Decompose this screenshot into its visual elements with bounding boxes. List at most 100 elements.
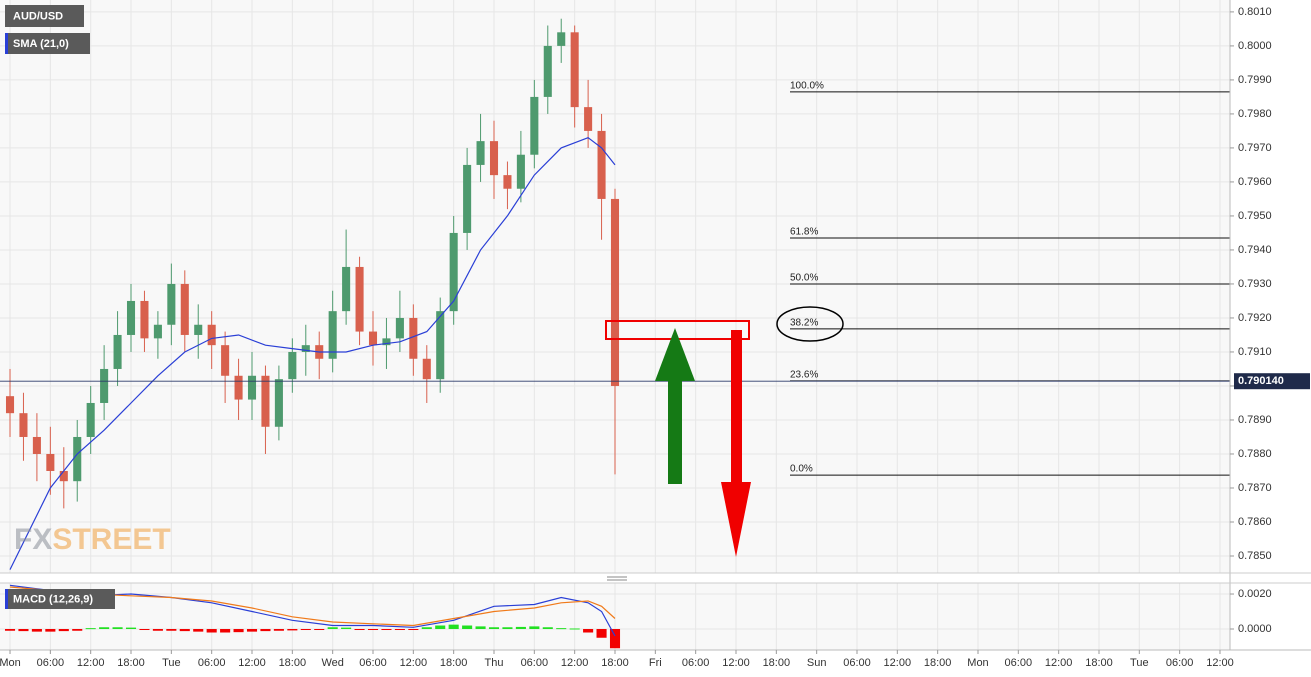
histogram-bar bbox=[381, 629, 392, 631]
histogram-bar bbox=[569, 628, 580, 630]
x-tick-label: 18:00 bbox=[440, 657, 468, 669]
candle-body bbox=[113, 334, 122, 369]
histogram-bar bbox=[4, 629, 16, 631]
candle-body bbox=[476, 141, 485, 165]
histogram-bar bbox=[421, 627, 432, 630]
y-tick-label: 0.8010 bbox=[1238, 6, 1272, 18]
candle-body bbox=[301, 345, 310, 352]
histogram-bar bbox=[152, 629, 163, 631]
histogram-bar bbox=[341, 627, 352, 630]
y-tick-label: 0.7950 bbox=[1238, 210, 1272, 222]
candle-body bbox=[436, 311, 445, 380]
candle-body bbox=[570, 32, 579, 108]
y-tick-label: 0.8000 bbox=[1238, 40, 1272, 52]
x-tick-label: 12:00 bbox=[884, 657, 912, 669]
histogram-bar bbox=[99, 627, 110, 630]
y-tick-label: 0.0020 bbox=[1238, 588, 1272, 600]
histogram-bar bbox=[206, 629, 217, 633]
histogram-bar bbox=[220, 629, 231, 633]
x-tick-label: 12:00 bbox=[561, 657, 589, 669]
histogram-bar bbox=[112, 627, 123, 630]
x-tick-label: 06:00 bbox=[1005, 657, 1033, 669]
legend-box[interactable] bbox=[5, 5, 84, 27]
candle-body bbox=[274, 379, 283, 427]
x-tick-label: Sun bbox=[807, 657, 827, 669]
legend-box[interactable] bbox=[5, 589, 115, 609]
candle-body bbox=[73, 436, 82, 482]
histogram-bar bbox=[542, 627, 553, 630]
x-tick-label: 12:00 bbox=[1206, 657, 1234, 669]
histogram-bar bbox=[448, 624, 459, 630]
x-tick-label: 06:00 bbox=[682, 657, 710, 669]
x-tick-label: Mon bbox=[967, 657, 988, 669]
histogram-bar bbox=[475, 626, 486, 630]
histogram-bar bbox=[556, 628, 567, 630]
candle-body bbox=[86, 402, 95, 437]
legend-swatch bbox=[5, 33, 8, 54]
candle-body bbox=[382, 338, 391, 346]
candle-body bbox=[368, 331, 378, 346]
histogram-bar bbox=[502, 627, 513, 630]
y-tick-label: 0.7880 bbox=[1238, 448, 1272, 460]
watermark-street: STREET bbox=[52, 523, 170, 556]
macd-line bbox=[9, 586, 616, 627]
candle-body bbox=[449, 232, 458, 312]
y-tick-label: 0.7870 bbox=[1238, 482, 1272, 494]
candle-body bbox=[261, 375, 270, 427]
histogram-bar bbox=[327, 627, 338, 630]
histogram-bar bbox=[314, 629, 325, 631]
candle-body bbox=[59, 470, 68, 482]
candle-body bbox=[140, 300, 149, 339]
histogram-bar bbox=[260, 629, 271, 632]
current-price-label: 0.790140 bbox=[1238, 375, 1284, 387]
fib-label: 100.0% bbox=[790, 80, 824, 91]
fib-label: 23.6% bbox=[790, 370, 818, 381]
histogram-bar bbox=[139, 629, 150, 631]
histogram-bar bbox=[166, 629, 177, 631]
candle-body bbox=[194, 324, 203, 335]
x-tick-label: 18:00 bbox=[117, 657, 145, 669]
candle-body bbox=[557, 32, 566, 46]
candle-body bbox=[221, 345, 230, 376]
candle-body bbox=[422, 358, 431, 380]
legend-macd: MACD (12,26,9) bbox=[13, 593, 93, 605]
histogram-bar bbox=[367, 629, 379, 631]
x-tick-label: 18:00 bbox=[924, 657, 952, 669]
candle-body bbox=[516, 154, 525, 189]
candle-body bbox=[543, 45, 552, 97]
candle-body bbox=[288, 351, 297, 380]
histogram-bar bbox=[193, 629, 204, 632]
annotation-ellipse bbox=[776, 306, 844, 342]
histogram-bar bbox=[246, 629, 258, 632]
fib-label: 38.2% bbox=[790, 317, 818, 328]
watermark: FXSTREET bbox=[14, 523, 171, 556]
histogram-bar bbox=[408, 629, 419, 631]
up-arrow bbox=[655, 328, 695, 484]
macd-line bbox=[9, 584, 616, 637]
histogram-bar bbox=[596, 629, 607, 638]
x-tick-label: 12:00 bbox=[722, 657, 750, 669]
histogram-bar bbox=[85, 628, 96, 630]
candle-body bbox=[32, 436, 41, 454]
histogram-bar bbox=[233, 629, 244, 633]
x-tick-label: 06:00 bbox=[843, 657, 871, 669]
x-tick-label: 06:00 bbox=[37, 657, 65, 669]
legend-box[interactable] bbox=[5, 33, 90, 54]
y-tick-label: 0.0000 bbox=[1238, 623, 1272, 635]
candle-body bbox=[610, 198, 620, 386]
histogram-bar bbox=[515, 626, 526, 630]
watermark-fx: FX bbox=[14, 523, 52, 556]
candle-body bbox=[395, 317, 404, 339]
y-tick-label: 0.7960 bbox=[1238, 176, 1272, 188]
resize-handle[interactable] bbox=[607, 576, 627, 581]
histogram-bar bbox=[354, 629, 365, 631]
candle-body bbox=[126, 300, 136, 335]
x-tick-label: Fri bbox=[649, 657, 662, 669]
histogram-bar bbox=[583, 629, 594, 633]
x-tick-label: Mon bbox=[0, 657, 21, 669]
histogram-bar bbox=[72, 629, 83, 631]
x-tick-label: Tue bbox=[1130, 657, 1149, 669]
candle-body bbox=[167, 283, 176, 325]
fib-label: 50.0% bbox=[790, 273, 818, 284]
x-tick-label: 12:00 bbox=[238, 657, 266, 669]
